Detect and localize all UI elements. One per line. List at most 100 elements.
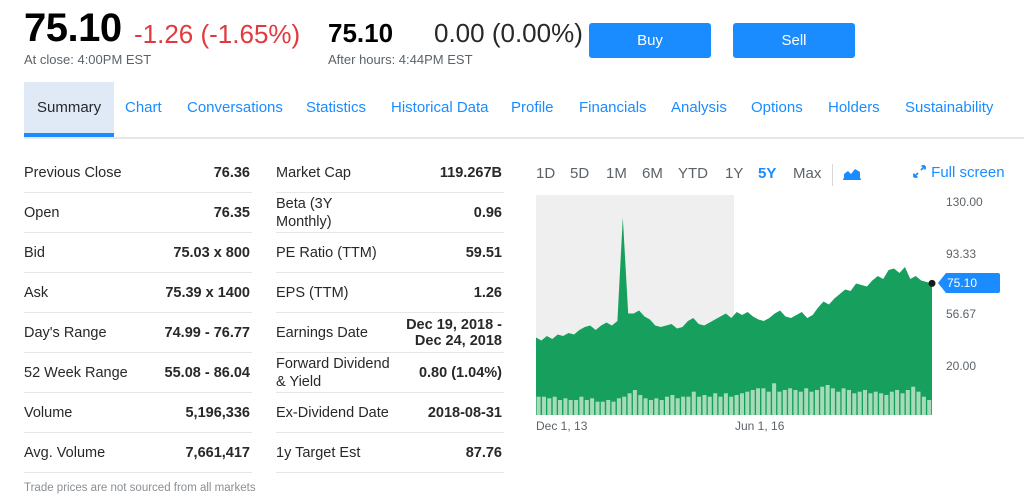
volume-bar [772,383,777,415]
stat-value: 0.80 (1.04%) [418,365,502,381]
volume-bar [921,396,926,415]
stat-row-ex-dividend-date: Ex-Dividend Date 2018-08-31 [276,393,504,433]
stat-row-volume: Volume 5,196,336 [24,393,252,433]
volume-bar [857,391,862,415]
volume-bar [670,395,675,415]
stat-label: Earnings Date [276,325,368,341]
volume-bar [723,393,728,415]
disclaimer-note: Trade prices are not sourced from all ma… [24,482,256,494]
tab-statistics[interactable]: Statistics [306,99,367,116]
tab-conversations[interactable]: Conversations [187,99,283,116]
range-6m[interactable]: 6M [642,165,663,182]
stat-value: 7,661,417 [185,445,250,461]
volume-bar [552,396,557,415]
tab-sustainability[interactable]: Sustainability [905,99,994,116]
volume-bar [804,388,809,415]
stat-row-beta: Beta (3Y Monthly) 0.96 [276,193,504,233]
stat-label: Day's Range [24,325,107,341]
buy-button[interactable]: Buy [589,23,711,58]
sell-button[interactable]: Sell [733,23,855,58]
range-divider [832,164,833,186]
volume-bar [895,390,900,415]
stat-value: 55.08 - 86.04 [164,365,250,381]
stat-label: Bid [24,245,45,261]
volume-bar [847,390,851,415]
volume-bar [579,396,584,415]
volume-bar [590,398,595,415]
area-chart-icon[interactable] [843,166,861,185]
range-5y[interactable]: 5Y [758,165,777,182]
y-tick-label: 20.00 [946,359,977,373]
range-1y[interactable]: 1Y [725,165,744,182]
volume-bar [568,400,573,415]
fullscreen-button[interactable]: Full screen [912,164,1005,181]
range-1m[interactable]: 1M [606,165,627,182]
volume-bar [798,391,803,415]
stat-label: 1y Target Est [276,445,361,461]
quote-header: 75.10 -1.26 (-1.65%) At close: 4:00PM ES… [24,6,584,70]
stat-value: 1.26 [473,285,502,301]
volume-bar [825,385,830,415]
stat-label: Forward Dividend & Yield [276,356,390,390]
volume-bar [734,395,739,415]
volume-bar [889,391,894,415]
volume-bar [718,396,723,415]
volume-bar [595,401,600,415]
y-tick-label: 56.67 [946,307,977,321]
range-ytd[interactable]: YTD [678,165,708,182]
fullscreen-label: Full screen [931,164,1005,181]
summary-stats-right: Market Cap 119.267B Beta (3Y Monthly) 0.… [276,153,504,473]
volume-bar [911,386,916,415]
volume-bar [830,388,835,415]
volume-bar [606,400,611,415]
stat-value: 74.99 - 76.77 [164,325,250,341]
tab-chart[interactable]: Chart [125,99,162,116]
volume-bar [691,391,696,415]
stat-value: 119.267B [439,165,502,181]
tab-options[interactable]: Options [751,99,803,116]
stat-value: 87.76 [465,445,502,461]
stat-value: 75.39 x 1400 [165,285,250,301]
volume-bar [841,388,846,415]
tab-analysis[interactable]: Analysis [671,99,727,116]
volume-bar [632,390,637,415]
volume-bar [793,390,798,415]
volume-bar [654,398,659,415]
volume-bar [702,395,707,415]
stat-row-avg-volume: Avg. Volume 7,661,417 [24,433,252,473]
stat-label: Ex-Dividend Date [276,405,389,421]
volume-bar [873,391,878,415]
volume-bar [761,388,766,415]
range-max[interactable]: Max [793,165,822,182]
stat-row-ask: Ask 75.39 x 1400 [24,273,252,313]
range-5d[interactable]: 5D [570,165,590,182]
volume-bar [863,390,867,415]
quote-tabs: Summary Chart Conversations Statistics H… [24,82,1024,139]
volume-bar [542,396,546,415]
stat-row-eps: EPS (TTM) 1.26 [276,273,504,313]
tab-profile[interactable]: Profile [511,99,554,116]
price-chart[interactable] [536,195,936,415]
current-price: 75.10 [24,6,122,50]
tab-holders[interactable]: Holders [828,99,880,116]
last-price-dot [928,279,936,287]
volume-bar [916,391,921,415]
volume-bar [649,400,653,415]
stat-label: Ask [24,285,49,301]
volume-bar [681,396,686,415]
tab-financials[interactable]: Financials [579,99,647,116]
tab-summary[interactable]: Summary [24,82,115,137]
volume-bar [627,393,632,415]
close-timestamp: At close: 4:00PM EST [24,52,152,67]
volume-bar [574,400,579,415]
volume-bar [809,391,814,415]
volume-bar [622,396,627,415]
after-hours-change: 0.00 (0.00%) [434,18,583,48]
stat-row-pe-ratio: PE Ratio (TTM) 59.51 [276,233,504,273]
chart-range-selector: 1D 5D 1M 6M YTD 1Y 5Y Max [536,160,1016,188]
volume-bar [782,390,787,415]
tab-historical-data[interactable]: Historical Data [391,99,489,116]
range-1d[interactable]: 1D [536,165,556,182]
stat-row-days-range: Day's Range 74.99 - 76.77 [24,313,252,353]
stat-row-bid: Bid 75.03 x 800 [24,233,252,273]
